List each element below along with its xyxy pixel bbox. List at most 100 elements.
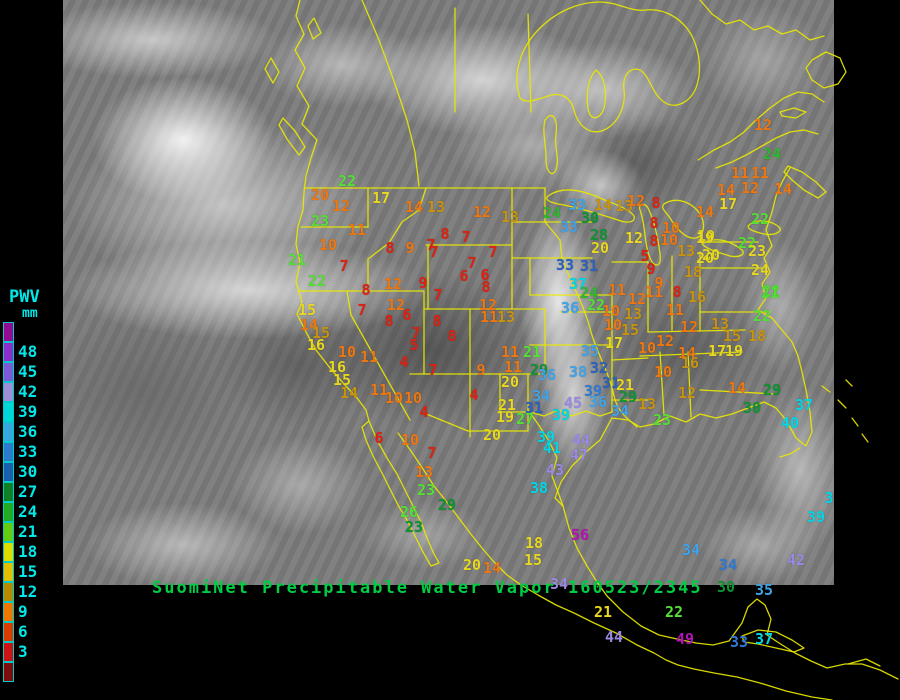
legend-entry: 42 bbox=[3, 381, 40, 402]
station-value: 17 bbox=[604, 333, 624, 352]
legend-entry: 36 bbox=[3, 421, 40, 442]
station-value: 12 bbox=[472, 202, 492, 221]
station-value: 13 bbox=[637, 394, 657, 413]
legend-value-label: 33 bbox=[18, 442, 38, 461]
legend-entry: 30 bbox=[3, 461, 40, 482]
legend-value-label: 18 bbox=[18, 542, 38, 561]
station-value: 33 bbox=[567, 195, 587, 214]
station-value: 12 bbox=[679, 317, 699, 336]
legend-color-swatch bbox=[3, 641, 14, 662]
station-value: 15 bbox=[620, 320, 640, 339]
legend-entry: 27 bbox=[3, 481, 40, 502]
station-value: 7 bbox=[427, 443, 437, 462]
station-value: 20 bbox=[701, 245, 721, 264]
station-value: 45 bbox=[563, 393, 583, 412]
station-value: 39 bbox=[806, 507, 826, 526]
legend-color-swatch bbox=[3, 621, 14, 642]
station-value: 9 bbox=[476, 360, 486, 379]
station-value: 34 bbox=[549, 574, 569, 593]
station-value: 19 bbox=[696, 226, 716, 245]
legend-entry: 48 bbox=[3, 341, 40, 362]
station-value: 11 bbox=[730, 163, 750, 182]
station-value: 8 bbox=[385, 238, 395, 257]
station-value: 8 bbox=[649, 213, 659, 232]
station-value: 11 bbox=[644, 282, 664, 301]
station-value: 24 bbox=[542, 203, 562, 222]
legend-value-label: 30 bbox=[18, 462, 38, 481]
station-value: 37 bbox=[568, 274, 588, 293]
station-value: 39 bbox=[536, 427, 556, 446]
station-value: 34 bbox=[531, 386, 551, 405]
station-value: 19 bbox=[724, 341, 744, 360]
legend-value-label: 9 bbox=[18, 602, 28, 621]
station-value: 7 bbox=[467, 253, 477, 272]
station-value: 8 bbox=[649, 231, 659, 250]
station-value: 4 bbox=[399, 352, 409, 371]
station-value: 30 bbox=[716, 577, 736, 596]
station-value: 11 bbox=[607, 280, 627, 299]
station-value: 36 bbox=[588, 392, 608, 411]
station-value: 29 bbox=[762, 380, 782, 399]
station-value: 4 bbox=[469, 385, 479, 404]
legend-entry: 21 bbox=[3, 521, 40, 542]
station-value: 17 bbox=[707, 341, 727, 360]
station-value: 8 bbox=[672, 282, 682, 301]
station-value: 18 bbox=[747, 326, 767, 345]
legend-entry: 9 bbox=[3, 601, 40, 622]
station-value: 17 bbox=[371, 188, 391, 207]
station-value: 14 bbox=[727, 378, 747, 397]
station-value: 13 bbox=[496, 307, 516, 326]
station-value: 10 bbox=[603, 315, 623, 334]
station-value: 13 bbox=[676, 241, 696, 260]
station-value: 13 bbox=[614, 196, 634, 215]
pwv-legend: PWV mm 48 45 42 39 36 33 30 27 24 21 18 15 12 9 6 3 bbox=[3, 289, 40, 682]
station-value: 13 bbox=[623, 304, 643, 323]
station-value: 11 bbox=[347, 220, 367, 239]
station-value: 24 bbox=[762, 144, 782, 163]
station-value: 21 bbox=[522, 342, 542, 361]
station-value: 20 bbox=[500, 372, 520, 391]
station-value: 7 bbox=[357, 300, 367, 319]
station-value: 11 bbox=[479, 307, 499, 326]
legend-color-swatch bbox=[3, 541, 14, 562]
station-value: 27 bbox=[515, 409, 535, 428]
station-value: 7 bbox=[428, 360, 438, 379]
legend-color-swatch bbox=[3, 581, 14, 602]
legend-entry: 3 bbox=[3, 641, 40, 662]
legend-value-label: 36 bbox=[18, 422, 38, 441]
legend-entry: 15 bbox=[3, 561, 40, 582]
station-value: 31 bbox=[524, 398, 544, 417]
station-value: 8 bbox=[447, 326, 457, 345]
legend-value-label: 42 bbox=[18, 382, 38, 401]
station-value: 15 bbox=[523, 550, 543, 569]
station-value: 22 bbox=[337, 171, 357, 190]
station-value: 23 bbox=[310, 211, 330, 230]
station-value: 12 bbox=[677, 383, 697, 402]
station-value: 21 bbox=[287, 250, 307, 269]
station-value: 5 bbox=[640, 246, 650, 265]
station-value: 33 bbox=[729, 632, 749, 651]
station-value: 12 bbox=[478, 295, 498, 314]
station-value: 12 bbox=[627, 289, 647, 308]
station-value: 44 bbox=[571, 430, 591, 449]
station-value: 11 bbox=[369, 380, 389, 399]
station-value: 18 bbox=[524, 533, 544, 552]
station-value: 12 bbox=[383, 274, 403, 293]
station-value: 6 bbox=[480, 265, 490, 284]
station-value: 20 bbox=[590, 238, 610, 257]
station-value: 20 bbox=[482, 425, 502, 444]
legend-value-label: 24 bbox=[18, 502, 38, 521]
station-value: 17 bbox=[718, 194, 738, 213]
station-value: 7 bbox=[488, 242, 498, 261]
station-value: 10 bbox=[337, 342, 357, 361]
legend-color-swatch bbox=[3, 321, 14, 342]
station-value: 6 bbox=[402, 305, 412, 324]
station-value: 10 bbox=[318, 235, 338, 254]
station-value: 12 bbox=[626, 191, 646, 210]
station-value: 36 bbox=[537, 365, 557, 384]
station-value: 23 bbox=[404, 517, 424, 536]
station-value: 31 bbox=[579, 256, 599, 275]
legend-entry: 6 bbox=[3, 621, 40, 642]
station-value: 14 bbox=[677, 343, 697, 362]
